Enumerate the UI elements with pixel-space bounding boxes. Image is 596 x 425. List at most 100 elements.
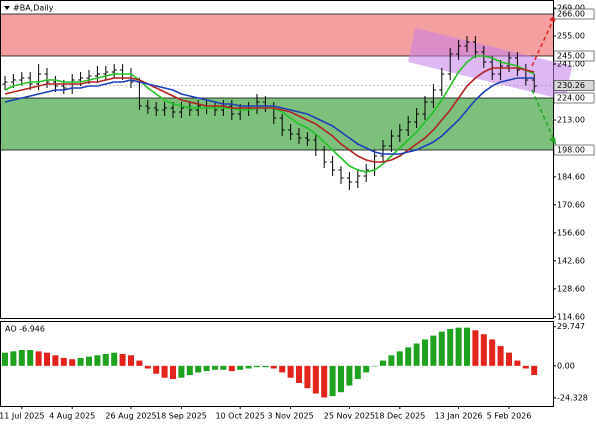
ao-bar xyxy=(86,356,92,366)
level-label-box xyxy=(553,8,595,20)
x-tick-label: 26 Aug 2025 xyxy=(105,412,156,421)
ao-bar xyxy=(455,327,462,366)
ao-bar xyxy=(531,365,538,375)
ao-bar xyxy=(136,360,143,366)
ao-bar xyxy=(10,351,17,366)
ao-bar xyxy=(94,355,101,366)
ao-bar xyxy=(380,360,386,366)
x-tick-label: 10 Oct 2025 xyxy=(215,412,264,421)
ao-bar xyxy=(279,365,286,373)
menu-icon xyxy=(4,6,10,10)
ao-bar xyxy=(111,352,118,366)
ao-bar xyxy=(388,355,395,366)
ao-bar xyxy=(287,365,294,378)
ao-bar xyxy=(396,351,403,366)
ao-bar xyxy=(119,353,126,366)
ao-bar xyxy=(237,365,244,370)
y-tick-label: 241.00 xyxy=(557,60,585,69)
level-label: 266.00 xyxy=(557,10,585,19)
ao-bar xyxy=(430,335,437,366)
ao-bar xyxy=(170,365,176,380)
ao-bar xyxy=(102,353,109,366)
y-tick-label: 170.60 xyxy=(557,200,585,209)
level-label-box xyxy=(553,144,595,156)
last-price-label: 230.26 xyxy=(557,81,585,90)
x-tick-label: 25 Nov 2025 xyxy=(324,412,375,421)
ao-bar xyxy=(161,365,168,378)
ao-title: AO -6.946 xyxy=(5,325,45,334)
ao-bar xyxy=(489,339,496,366)
ao-bar xyxy=(128,355,134,366)
ao-frame xyxy=(0,321,554,407)
ao-bar xyxy=(522,365,529,369)
y-tick-label: 114.60 xyxy=(557,312,585,321)
y-tick-label: 184.60 xyxy=(557,172,585,181)
ao-bar xyxy=(35,351,42,366)
ao-bar xyxy=(304,365,311,389)
ao-bar xyxy=(464,327,470,366)
ao-bar xyxy=(18,350,25,366)
level-label-box xyxy=(553,50,595,62)
ao-bar xyxy=(254,365,260,368)
chart-title: #BA,Daily xyxy=(13,4,54,13)
x-tick-label: 18 Dec 2025 xyxy=(374,412,425,421)
channel xyxy=(408,28,572,100)
ao-bar xyxy=(27,350,34,366)
y-tick-label: 128.60 xyxy=(557,284,585,293)
ao-bar xyxy=(195,365,202,373)
y-tick-label: 29.747 xyxy=(557,322,585,331)
y-tick-label: 142.60 xyxy=(557,256,585,265)
ao-bar xyxy=(354,365,361,380)
y-tick-label: 255.00 xyxy=(557,32,585,41)
ao-bar xyxy=(144,365,151,369)
ao-bar xyxy=(69,359,76,366)
ao-bar xyxy=(497,346,504,366)
ao-bar xyxy=(245,365,252,369)
ao-bar xyxy=(514,360,521,366)
ao-bar xyxy=(506,352,512,366)
ao-bar xyxy=(2,352,8,366)
ao-bar xyxy=(346,365,353,386)
x-tick-label: 4 Aug 2025 xyxy=(49,412,95,421)
moving-average xyxy=(4,77,535,155)
y-tick-label: 269.00 xyxy=(557,4,585,13)
ao-bar xyxy=(228,365,235,372)
moving-average xyxy=(4,67,535,163)
ao-bar xyxy=(405,347,412,366)
level-label: 245.00 xyxy=(557,52,585,61)
ao-bar xyxy=(77,357,84,366)
ao-bar xyxy=(321,365,328,398)
ao-bar xyxy=(178,365,185,378)
y-tick-label: 156.60 xyxy=(557,228,585,237)
ao-bar xyxy=(203,365,210,372)
x-tick-label: 11 Jul 2025 xyxy=(0,412,44,421)
ao-bar xyxy=(262,365,269,368)
level-label: 224.00 xyxy=(557,94,585,103)
level-label: 198.00 xyxy=(557,146,585,155)
ao-bar xyxy=(371,365,378,367)
up-arrow xyxy=(531,17,555,67)
x-tick-label: 3 Nov 2025 xyxy=(268,412,314,421)
x-tick-label: 18 Sep 2025 xyxy=(156,412,207,421)
x-tick-label: 5 Feb 2026 xyxy=(487,412,532,421)
y-tick-label: -24.328 xyxy=(557,393,588,402)
ao-bar xyxy=(212,365,218,370)
ao-bar xyxy=(447,328,454,366)
ao-bar xyxy=(270,365,277,369)
last-price-label-box xyxy=(553,80,595,91)
ao-bar xyxy=(413,343,420,366)
ao-bar xyxy=(438,331,445,366)
ao-bar xyxy=(472,330,479,366)
level-label-box xyxy=(553,92,595,104)
ao-bar xyxy=(52,355,59,366)
y-tick-label: 213.00 xyxy=(557,116,585,125)
ao-bar xyxy=(422,339,428,366)
main-frame xyxy=(0,0,554,319)
down-arrow xyxy=(531,89,555,141)
ao-bar xyxy=(338,365,344,393)
ao-bar xyxy=(363,365,370,373)
x-tick-label: 13 Jan 2026 xyxy=(435,412,483,421)
down-arrow-head xyxy=(549,137,556,145)
ao-bar xyxy=(296,365,302,383)
